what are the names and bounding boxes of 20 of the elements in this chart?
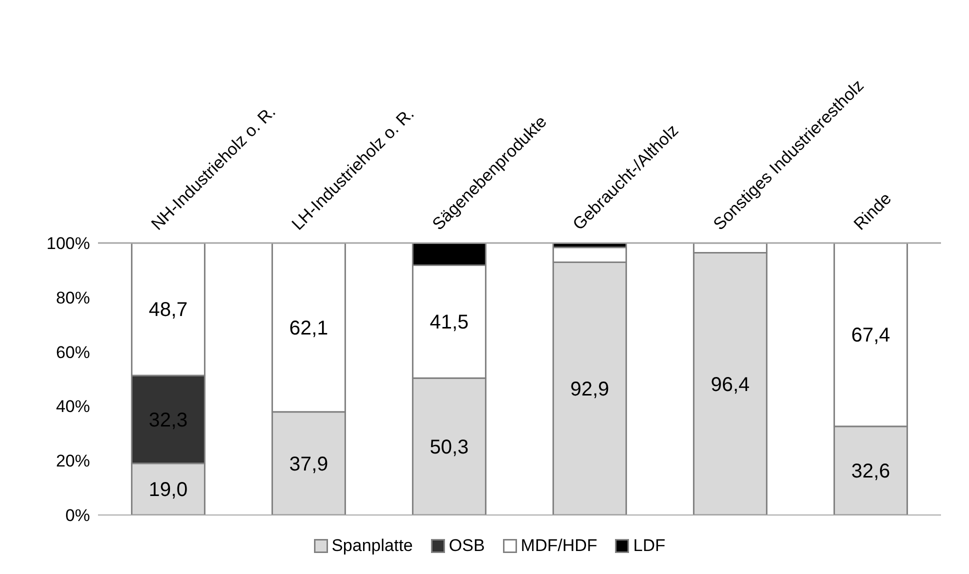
y-tick-label: 100% [46, 234, 90, 254]
y-tick-label: 40% [56, 397, 90, 416]
legend-label: OSB [448, 536, 485, 556]
data-label: 37,9 [289, 453, 328, 476]
data-label: 41,5 [430, 312, 469, 334]
legend-label: MDF/HDF [520, 536, 598, 556]
data-label: 62,1 [289, 317, 328, 340]
y-tick-label: 0% [65, 506, 90, 526]
legend-label: Spanplatte [332, 536, 413, 556]
data-label: 50,3 [430, 436, 469, 459]
data-label: 48,7 [148, 299, 188, 322]
data-label: 19,0 [148, 479, 188, 502]
data-label: 96,4 [710, 374, 750, 396]
data-label: 67,4 [851, 324, 890, 347]
data-label: 92,9 [570, 378, 610, 401]
y-tick-label: 60% [56, 342, 90, 362]
data-label: 32,6 [851, 460, 890, 483]
y-tick-label: 20% [56, 452, 90, 471]
y-tick-label: 80% [56, 288, 90, 308]
legend-label: LDF [633, 536, 666, 556]
